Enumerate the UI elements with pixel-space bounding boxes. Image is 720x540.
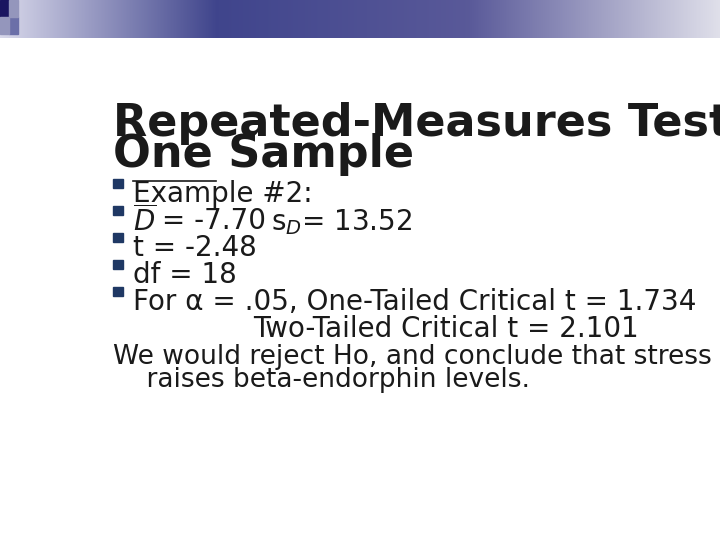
Text: raises beta-endorphin levels.: raises beta-endorphin levels. (113, 367, 530, 393)
Text: Two-Tailed Critical t = 2.101: Two-Tailed Critical t = 2.101 (253, 315, 639, 343)
Text: $\overline{D}$: $\overline{D}$ (132, 206, 156, 237)
Text: df = 18: df = 18 (132, 261, 236, 289)
Bar (9, 0, 18, 17)
Bar (0, 17, 9, 34)
Text: = -7.70: = -7.70 (153, 207, 266, 235)
Bar (113, 260, 122, 269)
Bar (113, 206, 122, 215)
Text: Repeated-Measures Testing with: Repeated-Measures Testing with (113, 102, 720, 145)
Bar (9, 17, 18, 34)
Bar (0, 0, 9, 17)
Text: t = -2.48: t = -2.48 (132, 234, 256, 262)
Bar (113, 233, 122, 242)
Text: Example #2:: Example #2: (132, 180, 312, 208)
Bar (113, 287, 122, 296)
Text: One Sample: One Sample (113, 132, 414, 176)
Text: For α = .05, One-Tailed Critical t = 1.734: For α = .05, One-Tailed Critical t = 1.7… (132, 288, 696, 316)
Bar (113, 179, 122, 188)
Text: s$_{\it{D}}$= 13.52: s$_{\it{D}}$= 13.52 (271, 207, 412, 237)
Text: We would reject Ho, and conclude that stress: We would reject Ho, and conclude that st… (113, 343, 712, 369)
